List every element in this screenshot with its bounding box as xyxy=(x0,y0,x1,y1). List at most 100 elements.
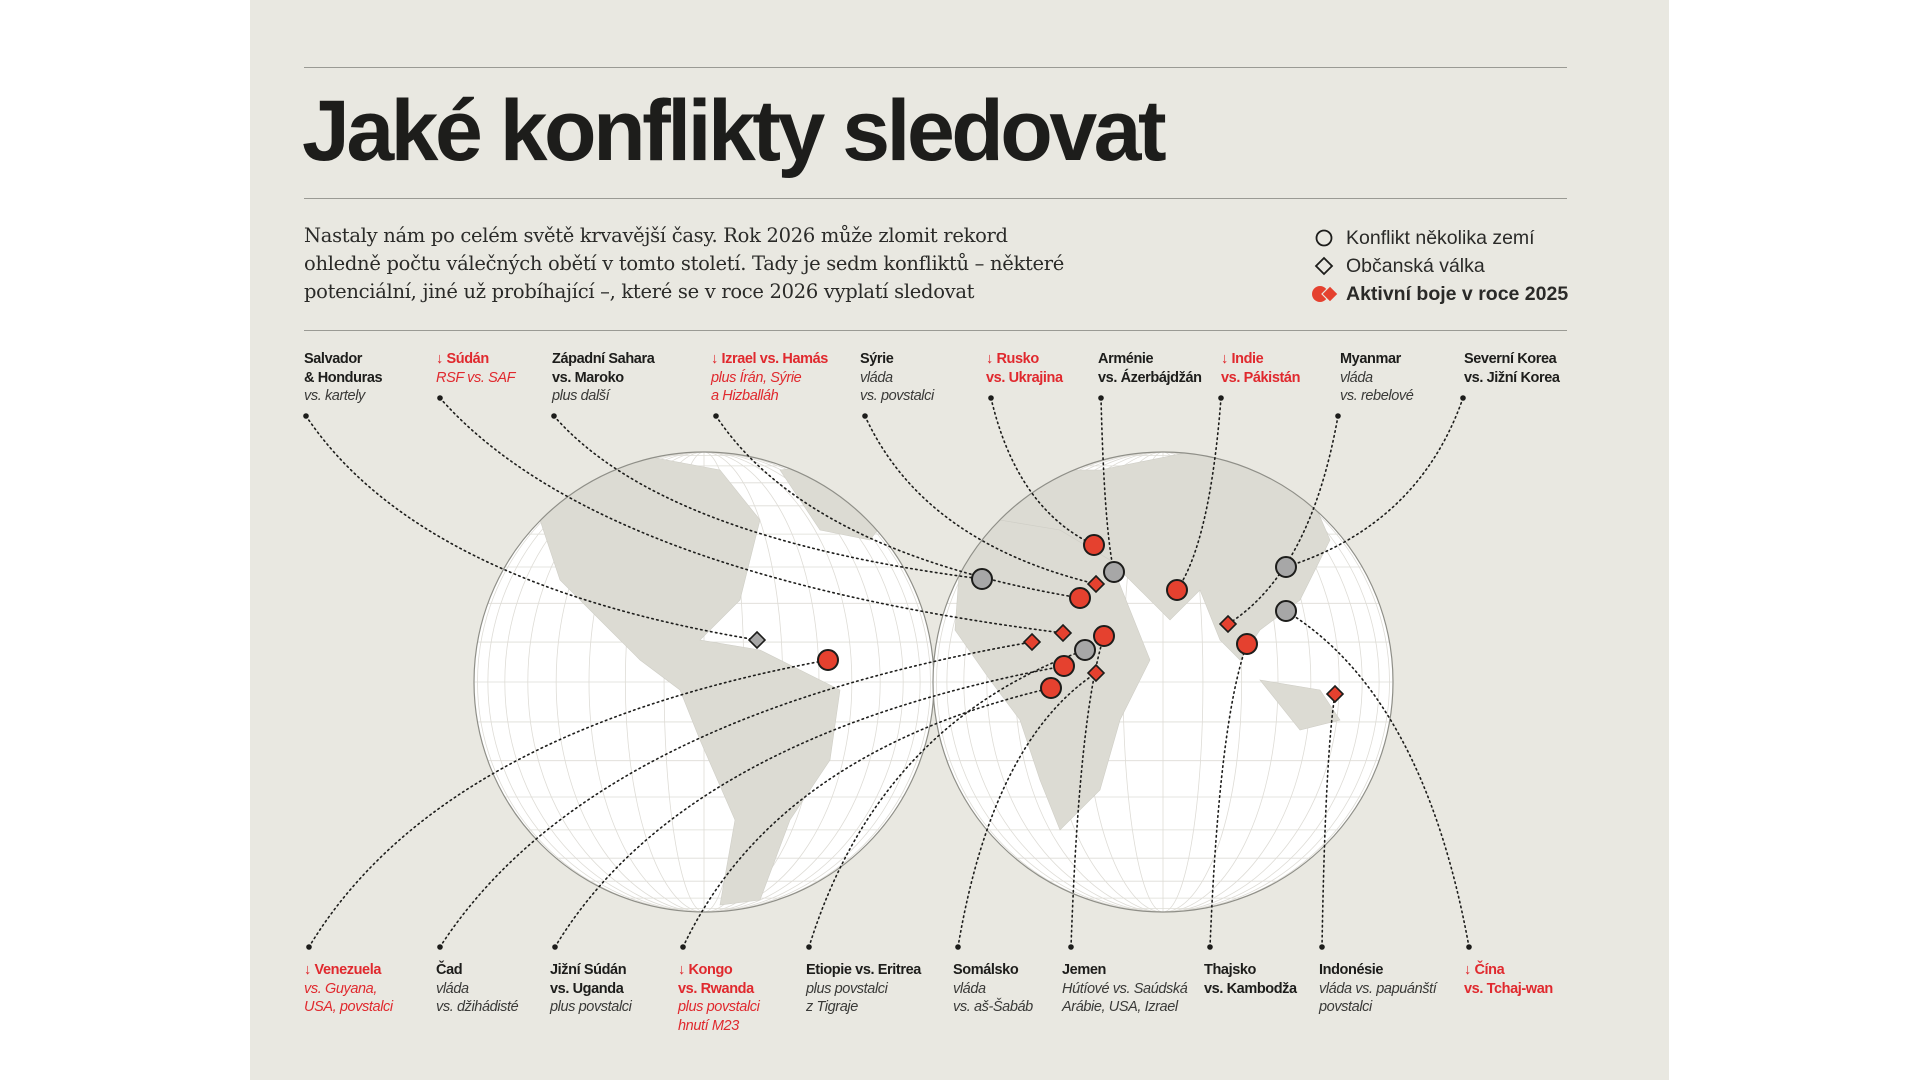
conflict-title: Západní Sahara vs. Maroko xyxy=(552,351,655,386)
leader-dot xyxy=(988,395,994,401)
leader-dot xyxy=(806,944,812,950)
conflict-diamond-marker[interactable] xyxy=(1086,663,1106,683)
leader-dot xyxy=(1218,395,1224,401)
conflict-diamond-marker[interactable] xyxy=(1053,623,1073,643)
top-rule xyxy=(304,67,1567,68)
conflict-subtitle: vláda vs. aš-Šabáb xyxy=(953,980,1033,1016)
conflict-title: ↓ Kongo vs. Rwanda xyxy=(678,962,754,997)
conflict-subtitle: plus Írán, Sýrie a Hizballáh xyxy=(711,369,802,405)
conflict-diamond-marker[interactable] xyxy=(1325,684,1345,704)
globe-outline xyxy=(932,451,1394,913)
leader-dot xyxy=(552,944,558,950)
conflict-title: ↓ Súdán xyxy=(436,351,489,367)
conflict-subtitle: vláda vs. rebelové xyxy=(1340,369,1414,405)
leader-dot xyxy=(1098,395,1104,401)
leader-line xyxy=(305,415,758,641)
conflict-label: ↓ Čína vs. Tchaj-wan xyxy=(1464,961,1592,998)
conflict-circle-marker[interactable] xyxy=(817,649,839,671)
conflict-title: ↓ Čína vs. Tchaj-wan xyxy=(1464,962,1553,997)
conflict-subtitle: vláda vs. papuánští povstalci xyxy=(1319,980,1437,1016)
conflict-subtitle: vs. kartely xyxy=(304,388,365,404)
red-circle-diamond-icon xyxy=(1310,284,1340,304)
leader-line xyxy=(1285,397,1464,568)
leader-dot xyxy=(437,944,443,950)
conflict-title: Čad xyxy=(436,962,463,978)
conflict-circle-marker[interactable] xyxy=(1093,625,1115,647)
conflict-circle-marker[interactable] xyxy=(1053,655,1075,677)
conflict-circle-marker[interactable] xyxy=(1040,677,1062,699)
leader-line xyxy=(1285,610,1470,948)
conflict-title: Myanmar xyxy=(1340,351,1401,367)
page-title: Jaké konflikty sledovat xyxy=(302,83,1167,179)
conflict-diamond-marker[interactable] xyxy=(747,630,767,650)
conflict-circle-marker[interactable] xyxy=(1074,639,1096,661)
conflict-label: Somálsko vláda vs. aš-Šabáb xyxy=(953,961,1081,1017)
leader-line xyxy=(682,687,1052,948)
conflict-circle-marker[interactable] xyxy=(1103,561,1125,583)
conflict-label: Salvador & Honduras vs. kartely xyxy=(304,350,432,406)
conflict-subtitle: Hútíové vs. Saúdská Arábie, USA, Izrael xyxy=(1062,980,1188,1016)
leader-dot xyxy=(862,413,868,419)
conflict-label: Indonésie vláda vs. papuánští povstalci xyxy=(1319,961,1447,1017)
conflict-title: ↓ Venezuela xyxy=(304,962,381,978)
conflict-title: Sýrie xyxy=(860,351,894,367)
conflict-circle-marker[interactable] xyxy=(1083,534,1105,556)
leader-line xyxy=(957,672,1097,948)
conflict-label: ↓ Indie vs. Pákistán xyxy=(1221,350,1349,387)
conflict-title: Thajsko vs. Kambodža xyxy=(1204,962,1297,997)
conflict-title: ↓ Izrael vs. Hamás xyxy=(711,351,828,367)
legend-label: Konflikt několika zemí xyxy=(1346,226,1535,249)
leader-dot xyxy=(1460,395,1466,401)
conflict-title: Salvador & Honduras xyxy=(304,351,383,386)
leader-dot xyxy=(1466,944,1472,950)
conflict-label: Sýrie vláda vs. povstalci xyxy=(860,350,988,406)
leader-dot xyxy=(1319,944,1325,950)
conflict-title: Arménie vs. Ázerbájdžán xyxy=(1098,351,1202,386)
conflict-title: Somálsko xyxy=(953,962,1019,978)
intro-text: Nastaly nám po celém světě krvavější čas… xyxy=(304,224,1065,303)
conflict-subtitle: vláda vs. povstalci xyxy=(860,369,934,405)
diamond-outline-icon xyxy=(1310,256,1340,276)
leader-dot xyxy=(713,413,719,419)
conflict-circle-marker[interactable] xyxy=(1236,633,1258,655)
leader-line xyxy=(439,397,1064,634)
conflict-diamond-marker[interactable] xyxy=(1218,614,1238,634)
leader-line xyxy=(439,641,1033,948)
conflict-title: Jižní Súdán vs. Uganda xyxy=(550,962,627,997)
conflict-diamond-marker[interactable] xyxy=(1086,574,1106,594)
leader-line xyxy=(808,649,1086,948)
leader-line xyxy=(864,415,1097,585)
leader-line xyxy=(990,397,1095,546)
conflict-label: ↓ Izrael vs. Hamás plus Írán, Sýrie a Hiz… xyxy=(711,350,839,406)
conflict-label: Thajsko vs. Kambodža xyxy=(1204,961,1332,998)
conflict-label: Arménie vs. Ázerbájdžán xyxy=(1098,350,1226,387)
conflict-label: Jižní Súdán vs. Uganda plus povstalci xyxy=(550,961,678,1017)
leader-dot xyxy=(1335,413,1341,419)
leader-dot xyxy=(680,944,686,950)
conflict-title: Jemen xyxy=(1062,962,1106,978)
conflict-subtitle: vs. Guyana, USA, povstalci xyxy=(304,980,393,1016)
infographic-card xyxy=(250,0,1669,1080)
legend-item-active: Aktivní boje v roce 2025 xyxy=(1310,280,1568,308)
leader-dot xyxy=(955,944,961,950)
leader-dot xyxy=(437,395,443,401)
conflict-circle-marker[interactable] xyxy=(1275,600,1297,622)
conflict-label: Jemen Hútíové vs. Saúdská Arábie, USA, Iz… xyxy=(1062,961,1190,1017)
conflict-circle-marker[interactable] xyxy=(1275,556,1297,578)
conflict-label: ↓ Kongo vs. Rwanda plus povstalci hnutí M… xyxy=(678,961,806,1035)
conflict-subtitle: plus povstalci xyxy=(550,999,632,1015)
leader-line xyxy=(1209,643,1248,948)
conflict-label: ↓ Rusko vs. Ukrajina xyxy=(986,350,1114,387)
conflict-circle-marker[interactable] xyxy=(1069,587,1091,609)
conflict-diamond-marker[interactable] xyxy=(1022,632,1042,652)
conflict-title: Indonésie xyxy=(1319,962,1384,978)
leader-line xyxy=(1070,635,1105,948)
leader-dot xyxy=(1207,944,1213,950)
conflict-label: Čad vláda vs. džihádisté xyxy=(436,961,564,1017)
conflict-circle-marker[interactable] xyxy=(1166,579,1188,601)
conflict-label: Severní Korea vs. Jižní Korea xyxy=(1464,350,1592,387)
conflict-circle-marker[interactable] xyxy=(971,568,993,590)
conflict-subtitle: vláda vs. džihádisté xyxy=(436,980,519,1016)
legend-item-multi-country: Konflikt několika zemí xyxy=(1310,224,1568,252)
